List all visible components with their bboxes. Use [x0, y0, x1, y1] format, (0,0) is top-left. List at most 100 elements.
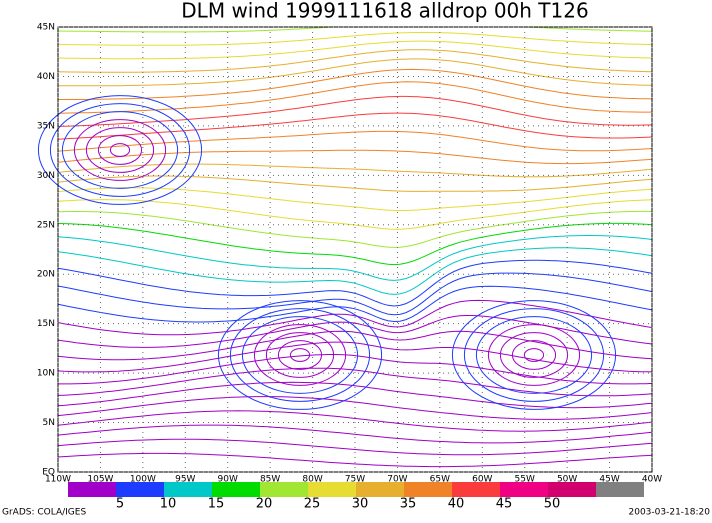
streamline	[57, 410, 653, 432]
streamline	[57, 452, 653, 468]
streamline-gyre	[97, 135, 143, 165]
lon-tick-label: 50W	[557, 475, 577, 485]
streamline	[57, 381, 653, 409]
colorbar-label: 15	[208, 497, 225, 512]
lon-tick-label: 45W	[599, 475, 619, 485]
colorbar-segment	[308, 482, 356, 497]
title: DLM wind 1999111618 alldrop 00h T126	[181, 0, 588, 23]
streamline-gyre	[217, 300, 383, 410]
streamline-gyre	[523, 348, 545, 362]
lon-tick-label: 55W	[515, 475, 535, 485]
colorbar-segment	[212, 482, 260, 497]
lat-tick-label: 40N	[37, 72, 55, 82]
lon-tick-label: 65W	[430, 475, 450, 485]
footer-right: 2003-03-21-18:20	[629, 508, 711, 518]
streamline	[57, 222, 653, 266]
colorbar-label: 10	[160, 497, 177, 512]
colorbar-segment	[596, 482, 644, 497]
streamline-gyre	[109, 143, 131, 157]
streamline	[57, 130, 653, 152]
lat-tick-label: 20N	[37, 270, 55, 280]
colorbar-label: 35	[400, 497, 417, 512]
colorbar-label: 40	[448, 497, 465, 512]
streamline-gyre	[85, 127, 155, 173]
streamline	[58, 354, 653, 385]
streamline-gyre	[463, 308, 605, 402]
lon-tick-label: 90W	[218, 475, 238, 485]
lat-tick-label: 45N	[37, 23, 55, 33]
streamline-gyre	[265, 332, 335, 378]
lon-tick-label: 110W	[45, 475, 71, 485]
lat-tick-label: 35N	[37, 121, 55, 131]
colorbar-label: 25	[304, 497, 321, 512]
lat-tick-label: 30N	[37, 171, 55, 181]
lon-tick-label: 70W	[387, 475, 407, 485]
streamline	[57, 149, 653, 165]
lat-tick-label: 25N	[37, 220, 55, 230]
colorbar-segment	[116, 482, 164, 497]
streamline	[57, 299, 653, 336]
lat-tick-label: 15N	[37, 319, 55, 329]
lon-tick-label: 100W	[130, 475, 156, 485]
colorbar-segment	[356, 482, 404, 497]
streamline-gyre	[511, 340, 557, 370]
colorbar-segment	[164, 482, 212, 497]
colorbar-label: 30	[352, 497, 369, 512]
footer-left: GrADS: COLA/IGES	[2, 508, 86, 518]
streamline	[58, 58, 653, 87]
streamline-gyre	[289, 348, 311, 362]
streamline	[57, 175, 653, 192]
lon-tick-label: 60W	[472, 475, 492, 485]
lon-tick-label: 105W	[87, 475, 113, 485]
lon-tick-label: 85W	[260, 475, 280, 485]
colorbar-segment	[452, 482, 500, 497]
streamline-gyre	[229, 308, 371, 402]
streamline	[57, 81, 652, 114]
streamline	[57, 235, 653, 281]
streamline-gyre	[241, 316, 359, 394]
colorbar-segment	[548, 482, 596, 497]
lat-tick-label: 10N	[37, 369, 55, 379]
streamline-gyre	[475, 316, 593, 394]
streamline-gyre	[499, 332, 569, 378]
streamline	[57, 367, 653, 397]
streamline	[57, 438, 653, 456]
lon-tick-label: 75W	[345, 475, 365, 485]
streamline-gyre	[73, 119, 167, 181]
colorbar-label: 5	[116, 497, 124, 512]
lat-tick-label: 5N	[43, 418, 55, 428]
colorbar-segment	[260, 482, 308, 497]
streamline	[58, 68, 653, 100]
colorbar-segment	[68, 482, 116, 497]
lon-tick-label: 40W	[642, 475, 662, 485]
colorbar-label: 20	[256, 497, 273, 512]
streamline	[57, 95, 653, 127]
streamline-gyre	[451, 300, 617, 410]
streamline	[57, 285, 653, 323]
streamlines	[37, 26, 653, 468]
streamline-gyre	[487, 324, 581, 386]
lon-tick-label: 95W	[175, 475, 195, 485]
streamline	[57, 247, 653, 295]
streamline-gyre	[61, 111, 179, 189]
colorbar-segment	[404, 482, 452, 497]
streamline	[57, 424, 653, 444]
colorbar-label: 50	[544, 497, 561, 512]
colorbar-label: 45	[496, 497, 513, 512]
colorbar-segment	[500, 482, 548, 497]
streamline	[57, 259, 653, 307]
streamline	[57, 163, 653, 178]
streamline-gyre	[277, 340, 323, 370]
streamline-gyre	[253, 324, 347, 386]
lat-tick-label: EQ	[42, 468, 55, 478]
streamline	[57, 31, 653, 46]
streamline	[57, 199, 653, 230]
streamline-gyre	[37, 95, 203, 205]
streamline	[57, 272, 653, 316]
streamline	[57, 40, 653, 60]
streamline	[57, 49, 653, 73]
lon-tick-label: 80W	[302, 475, 322, 485]
streamline-gyre	[49, 103, 191, 197]
